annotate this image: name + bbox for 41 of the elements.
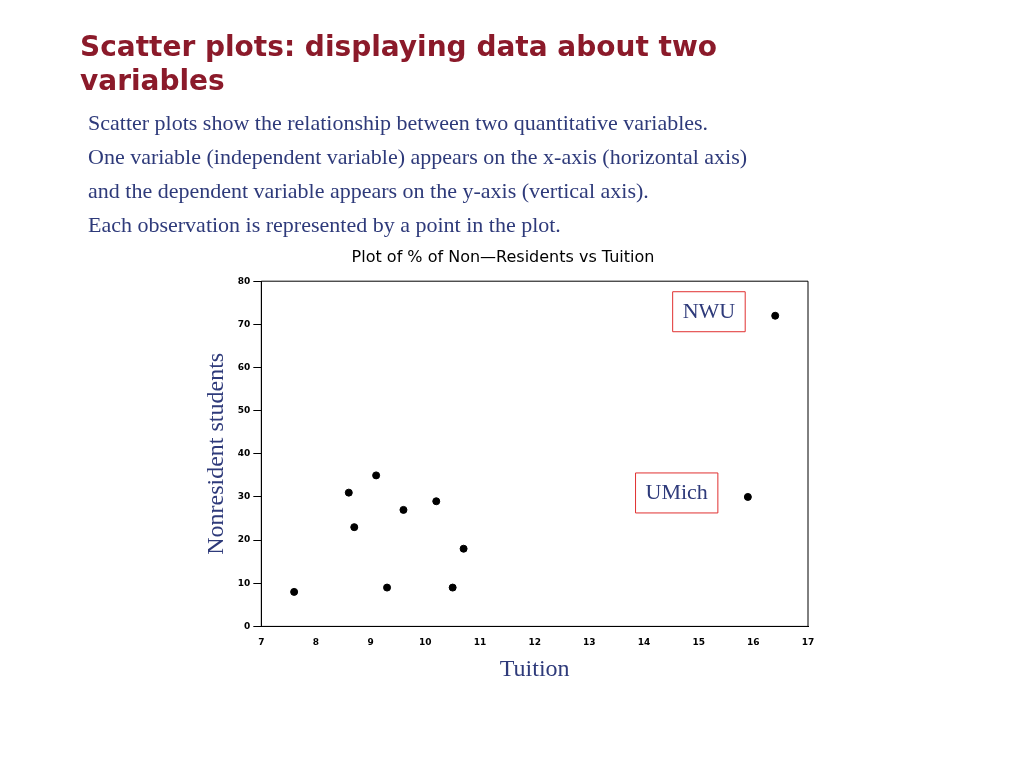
x-tick-label: 14 — [637, 637, 651, 648]
x-axis-title: Tuition — [499, 654, 570, 681]
y-tick-label: 50 — [237, 404, 251, 415]
y-tick-label: 0 — [244, 620, 251, 631]
x-tick-label: 17 — [801, 637, 815, 648]
x-tick-label: 12 — [528, 637, 541, 648]
y-axis-title: Nonresident students — [201, 352, 228, 555]
y-tick-label: 10 — [237, 577, 251, 588]
text: and the dependent variable appears on the y-axis (vertical axis). — [88, 177, 650, 205]
annotation: NWU — [682, 297, 736, 323]
point — [399, 505, 408, 514]
text: One variable (independent variable) appears on the x-axis (horizontal axis) — [88, 143, 749, 171]
y-tick-label: 30 — [237, 491, 251, 502]
x-tick-label: 7 — [258, 637, 265, 648]
annotation: UMich — [645, 478, 708, 504]
x-tick-label: 11 — [473, 637, 487, 648]
y-tick-label: 80 — [237, 275, 251, 286]
x-tick-label: 10 — [419, 637, 432, 648]
point — [459, 544, 468, 553]
x-tick-label: 9 — [367, 637, 374, 648]
y-tick-label: 70 — [237, 318, 251, 329]
text: Each observation is represented by a point in the plot. — [88, 211, 562, 239]
chart-title: Plot of % of Non—Residents vs Tuition — [351, 246, 655, 266]
y-tick-label: 60 — [237, 361, 251, 372]
y-tick-label: 40 — [237, 448, 251, 459]
text: Scatter plots: displaying data about two variables — [80, 30, 719, 98]
point — [448, 583, 457, 592]
point — [432, 497, 441, 506]
y-tick-label: 20 — [237, 534, 251, 545]
x-tick-label: 16 — [747, 637, 760, 648]
point — [344, 488, 353, 497]
x-tick-label: 13 — [583, 637, 596, 648]
text: Scatter plots show the relationship between two quantitative variables. — [88, 109, 710, 137]
point — [350, 523, 359, 532]
point — [743, 492, 752, 501]
point — [372, 471, 381, 480]
point — [383, 583, 392, 592]
x-tick-label: 15 — [692, 637, 705, 648]
x-tick-label: 8 — [312, 637, 320, 648]
point — [290, 587, 299, 596]
point — [771, 311, 780, 320]
